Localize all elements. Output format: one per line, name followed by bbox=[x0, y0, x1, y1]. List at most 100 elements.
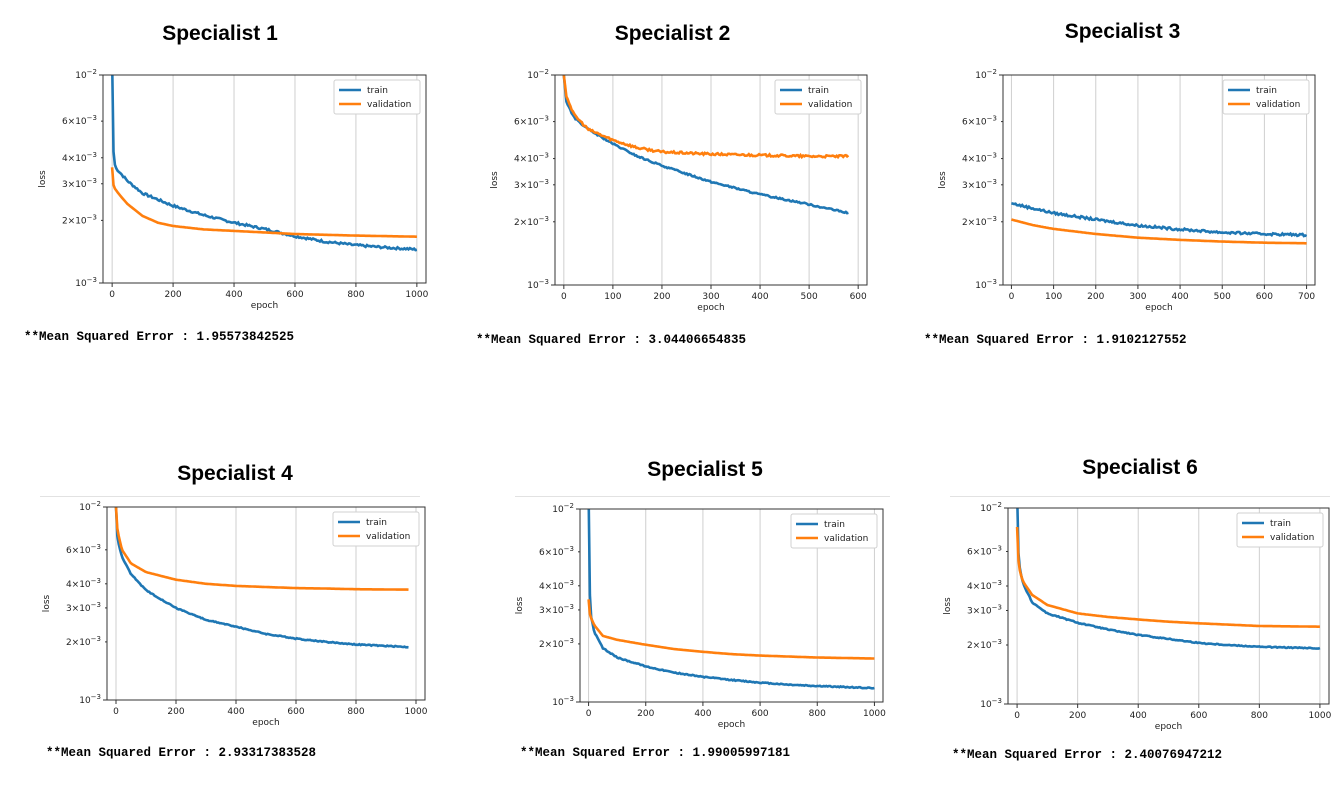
mse-label: **Mean Squared Error : 1.99005997181 bbox=[520, 746, 791, 760]
x-axis-label: epoch bbox=[697, 303, 724, 313]
x-tick-label: 1000 bbox=[1308, 711, 1331, 721]
divider bbox=[950, 496, 1330, 497]
y-axis-label: loss bbox=[42, 594, 52, 612]
series-line-train bbox=[1016, 508, 1321, 650]
plot-frame bbox=[102, 74, 427, 284]
legend: train validation bbox=[332, 511, 420, 547]
y-axis-label: loss bbox=[943, 597, 953, 615]
loss-chart: 0 200 400 600 800 1000 10−2 10−3 6×10−3 4×10−3 3×1… bbox=[943, 501, 1332, 732]
legend-label: validation bbox=[808, 100, 852, 110]
x-axis-label: epoch bbox=[1155, 722, 1182, 732]
x-axis-label: epoch bbox=[252, 718, 279, 728]
legend-label: train bbox=[367, 86, 388, 96]
y-tick-label: 2×10−3 bbox=[539, 637, 574, 650]
y-tick-label: 3×10−3 bbox=[962, 178, 997, 191]
y-tick-label: 10−3 bbox=[527, 278, 549, 291]
y-tick-label: 6×10−3 bbox=[62, 114, 97, 127]
y-tick-label: 10−3 bbox=[552, 695, 574, 708]
plot-frame bbox=[1002, 74, 1316, 286]
y-tick-label: 3×10−3 bbox=[539, 603, 574, 616]
x-tick-label: 0 bbox=[1014, 711, 1020, 721]
x-tick-label: 400 bbox=[694, 709, 711, 719]
plot-frame bbox=[106, 506, 426, 701]
legend-label: train bbox=[1270, 519, 1291, 529]
x-tick-label: 200 bbox=[653, 292, 670, 302]
y-axis-label: loss bbox=[490, 171, 500, 189]
divider bbox=[40, 496, 420, 497]
series-line-validation bbox=[1015, 526, 1320, 628]
series-line-validation bbox=[114, 507, 409, 591]
y-tick-label: 10−3 bbox=[980, 697, 1002, 710]
series-line-train bbox=[1011, 202, 1308, 238]
mse-label: **Mean Squared Error : 2.93317383528 bbox=[46, 746, 317, 760]
legend-label: train bbox=[1256, 86, 1277, 96]
y-tick-label: 6×10−3 bbox=[962, 115, 997, 128]
y-tick-label: 10−2 bbox=[75, 68, 97, 81]
x-tick-label: 0 bbox=[109, 290, 115, 300]
x-tick-label: 800 bbox=[809, 709, 826, 719]
x-tick-label: 600 bbox=[1190, 711, 1207, 721]
y-tick-label: 4×10−3 bbox=[967, 579, 1002, 592]
x-tick-label: 100 bbox=[1045, 292, 1062, 302]
legend: train validation bbox=[1236, 512, 1324, 548]
y-tick-label: 4×10−3 bbox=[514, 152, 549, 165]
y-axis-label: loss bbox=[515, 596, 525, 614]
x-tick-label: 300 bbox=[1129, 292, 1146, 302]
chart-title: Specialist 5 bbox=[647, 458, 763, 481]
x-tick-label: 500 bbox=[801, 292, 818, 302]
series-line-validation bbox=[110, 167, 417, 238]
chart-title: Specialist 3 bbox=[1064, 20, 1181, 43]
x-tick-label: 800 bbox=[1251, 711, 1268, 721]
series-line-train bbox=[562, 75, 849, 215]
x-tick-label: 0 bbox=[113, 707, 119, 717]
divider bbox=[515, 496, 890, 497]
loss-chart: 0 200 400 600 800 1000 10−2 10−3 6×10−3 4×10−3 3×1… bbox=[42, 500, 428, 728]
y-tick-label: 6×10−3 bbox=[66, 543, 101, 556]
loss-chart: 0 200 400 600 800 1000 10−2 10−3 6×10−3 4×10−3 3×1… bbox=[38, 68, 429, 311]
y-tick-label: 2×10−3 bbox=[962, 215, 997, 228]
mse-label: **Mean Squared Error : 2.40076947212 bbox=[952, 748, 1223, 762]
y-tick-label: 10−3 bbox=[975, 278, 997, 291]
chart-title: Specialist 4 bbox=[177, 462, 293, 485]
series-line-validation bbox=[1011, 218, 1307, 245]
x-tick-label: 400 bbox=[1130, 711, 1147, 721]
x-tick-label: 300 bbox=[702, 292, 719, 302]
loss-chart: 0 200 400 600 800 1000 10−2 10−3 6×10−3 4×10−3 3×1… bbox=[515, 502, 886, 730]
x-tick-label: 0 bbox=[561, 292, 567, 302]
y-tick-label: 10−2 bbox=[527, 68, 549, 81]
y-tick-label: 3×10−3 bbox=[66, 601, 101, 614]
x-tick-label: 1000 bbox=[863, 709, 886, 719]
legend-label: validation bbox=[1270, 533, 1314, 543]
y-tick-label: 10−2 bbox=[79, 500, 101, 513]
chart-title: Specialist 1 bbox=[162, 22, 278, 45]
x-tick-label: 400 bbox=[1171, 292, 1188, 302]
y-tick-label: 10−3 bbox=[75, 276, 97, 289]
chart-title: Specialist 2 bbox=[614, 22, 731, 45]
legend-label: validation bbox=[1256, 100, 1300, 110]
plot-frame bbox=[579, 508, 884, 703]
x-tick-label: 600 bbox=[287, 707, 304, 717]
x-tick-label: 1000 bbox=[405, 290, 428, 300]
y-tick-label: 10−2 bbox=[552, 502, 574, 515]
x-tick-label: 200 bbox=[164, 290, 181, 300]
y-tick-label: 2×10−3 bbox=[62, 213, 97, 226]
mse-label: **Mean Squared Error : 1.95573842525 bbox=[24, 330, 295, 344]
legend-label: validation bbox=[367, 100, 411, 110]
x-axis-label: epoch bbox=[1145, 303, 1172, 313]
y-tick-label: 6×10−3 bbox=[967, 544, 1002, 557]
y-tick-label: 10−2 bbox=[975, 68, 997, 81]
x-tick-label: 200 bbox=[1069, 711, 1086, 721]
y-tick-label: 4×10−3 bbox=[66, 577, 101, 590]
x-tick-label: 100 bbox=[604, 292, 621, 302]
legend-label: validation bbox=[366, 532, 410, 542]
x-tick-label: 0 bbox=[586, 709, 592, 719]
y-tick-label: 2×10−3 bbox=[967, 638, 1002, 651]
x-axis-label: epoch bbox=[251, 301, 278, 311]
legend-label: train bbox=[808, 86, 829, 96]
x-tick-label: 400 bbox=[225, 290, 242, 300]
legend-label: train bbox=[366, 518, 387, 528]
y-tick-label: 10−3 bbox=[79, 693, 101, 706]
legend: train validation bbox=[790, 513, 878, 549]
y-tick-label: 6×10−3 bbox=[539, 545, 574, 558]
x-tick-label: 600 bbox=[1256, 292, 1273, 302]
